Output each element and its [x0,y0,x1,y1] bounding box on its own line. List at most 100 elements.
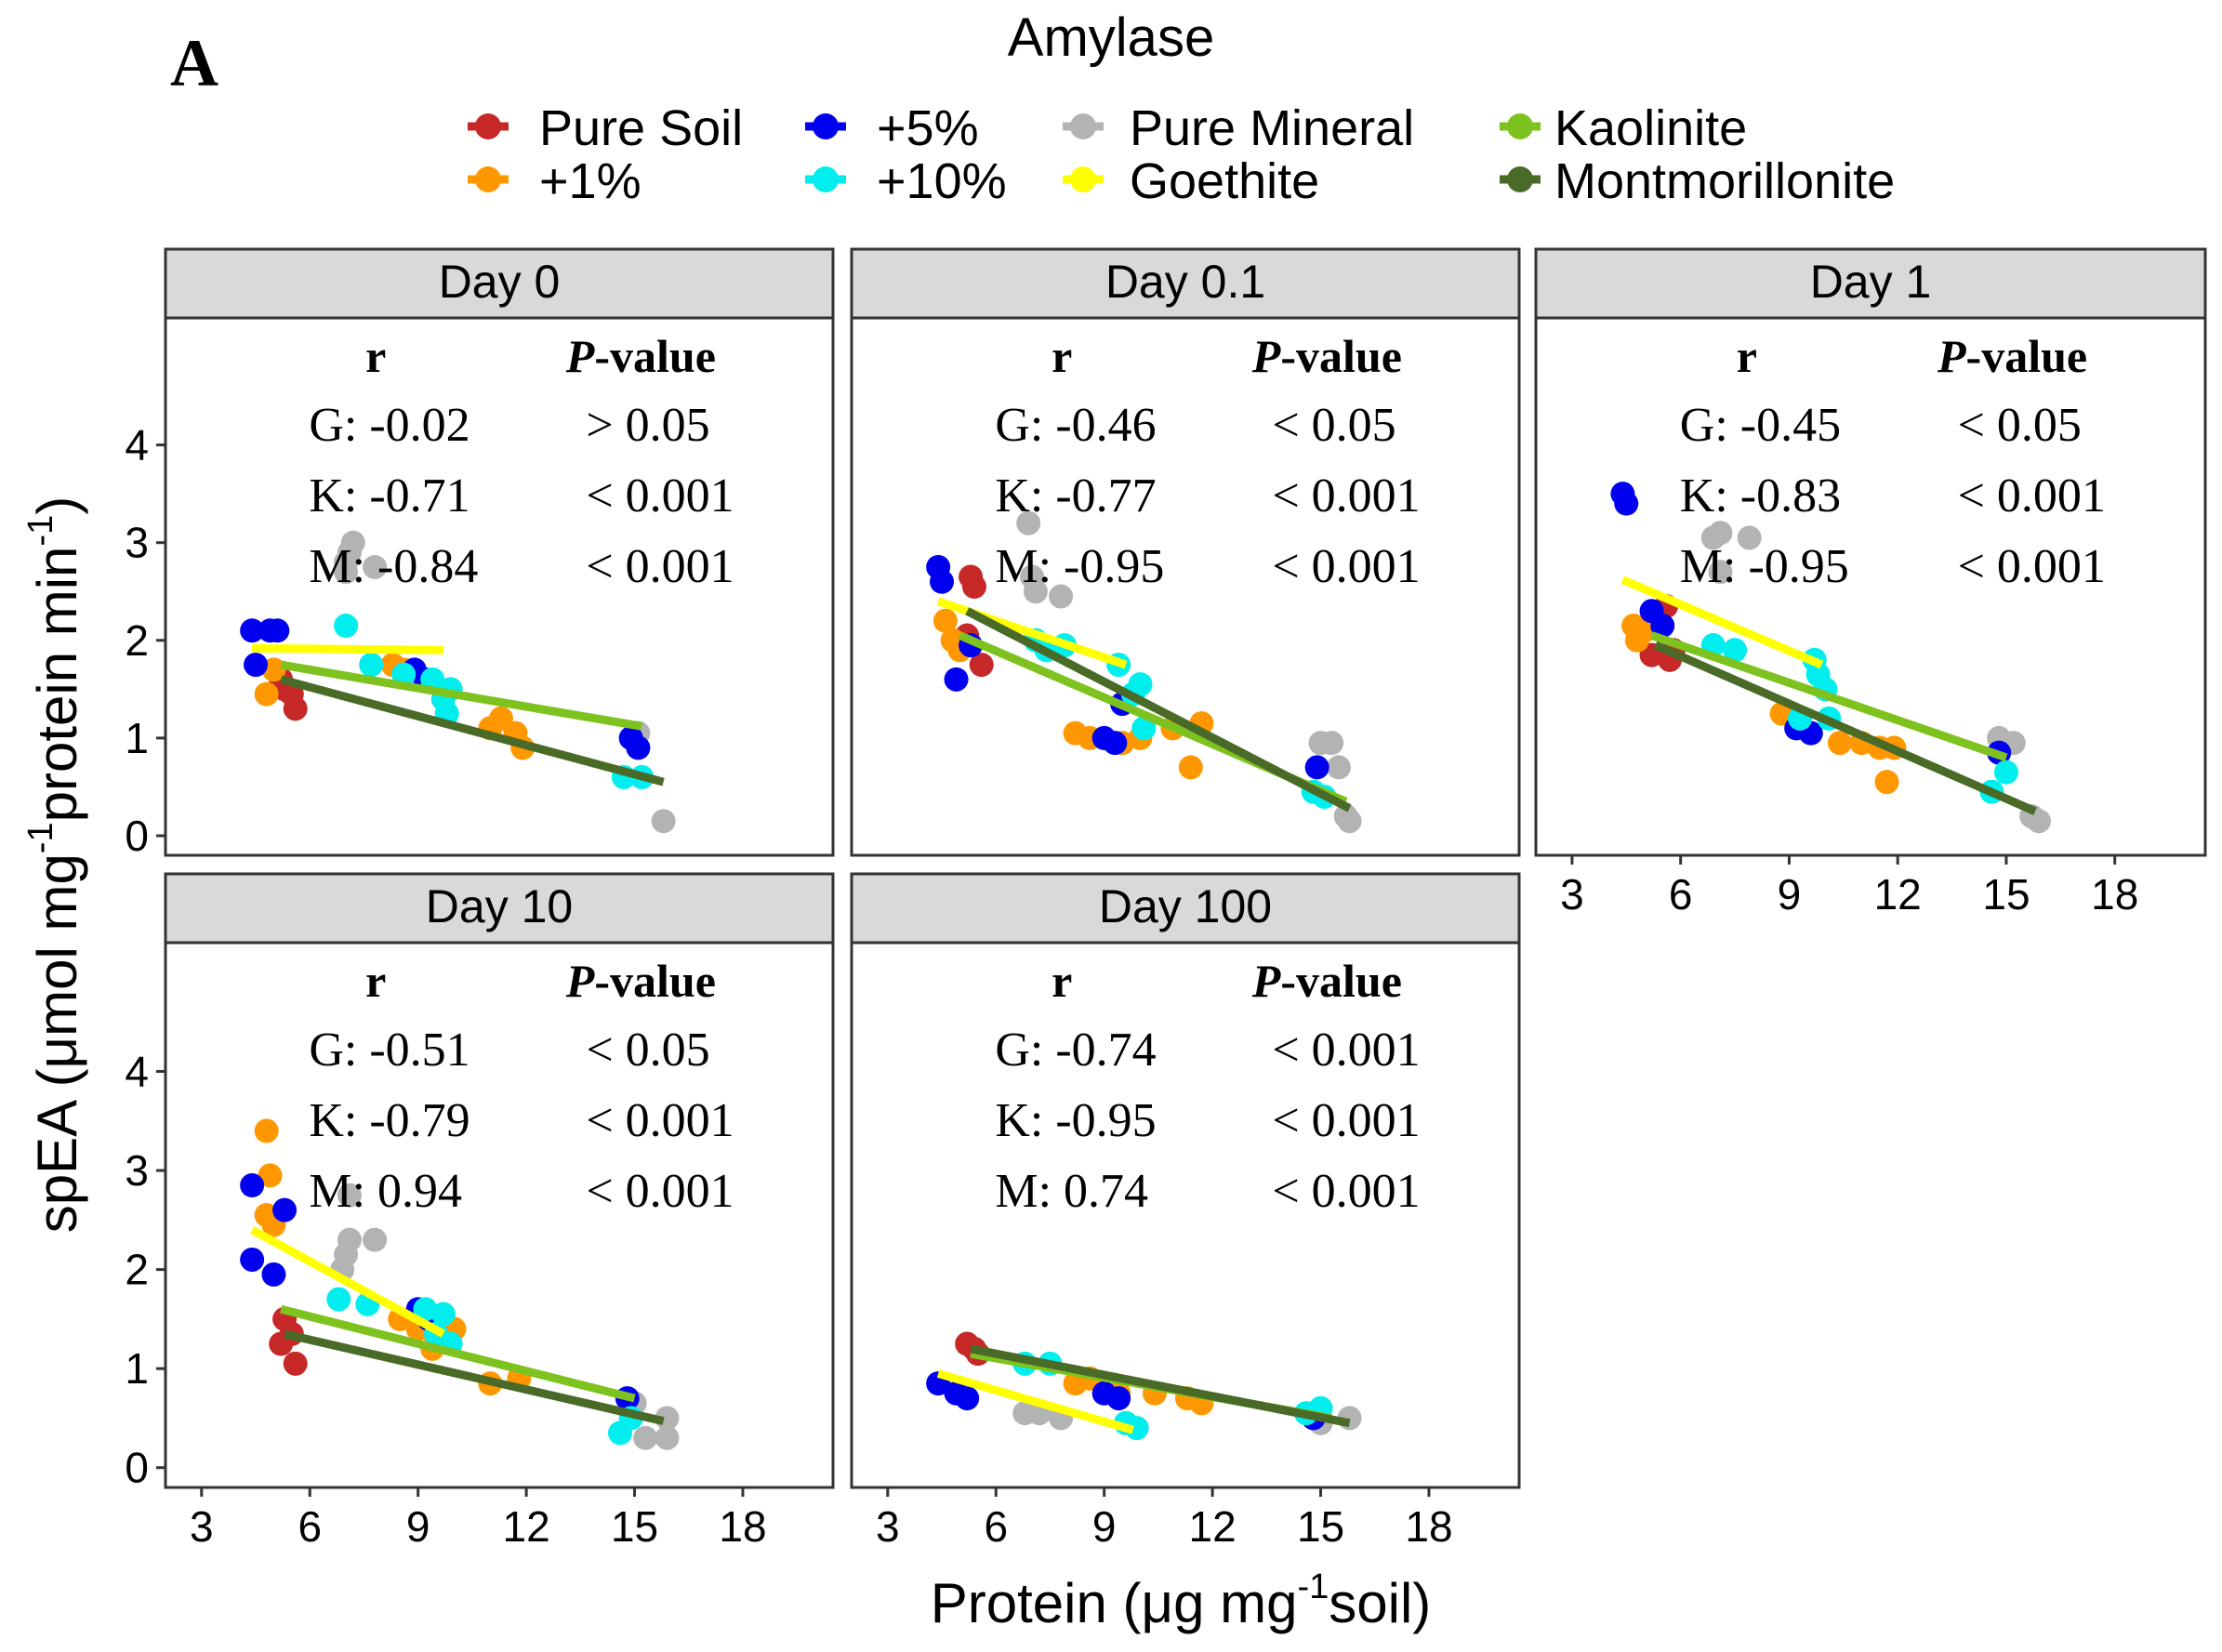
point-p5 [930,569,955,594]
point-p5 [955,1386,980,1411]
y-tick-label: 1 [125,1344,149,1393]
point-mineral [363,1227,388,1252]
stats-header-r: r [365,955,386,1007]
legend-label: Kaolinite [1554,100,1747,156]
legend-point-key [813,166,839,192]
point-mineral [337,1183,362,1208]
point-mineral [633,1425,658,1450]
x-axis-title-sup: -1 [1297,1567,1329,1606]
stats-header-p-italic: P [1251,330,1281,382]
legend-label: +10% [877,153,1007,209]
fit-line-K [280,1304,636,1403]
legend-item-1: +1% [468,153,641,209]
x-tick-label: 9 [406,1502,430,1551]
point-mineral [1049,584,1074,609]
plot-content [240,530,676,834]
stats-p-3: < 0.001 [586,1165,734,1218]
x-tick-label: 15 [1297,1502,1344,1551]
fit-line-M [284,1329,665,1425]
x-axis-title: Protein (μg mg-1soil) [931,1567,1432,1634]
panel-strip [164,247,835,320]
panel-strip-label: Day 100 [1099,880,1272,932]
stats-p-3: < 0.001 [1272,540,1420,593]
plot-content [926,1331,1362,1441]
stats-header-r: r [1051,330,1072,382]
stats-header-r: r [1051,955,1072,1007]
point-p5 [1103,731,1128,756]
point-p5 [240,1173,265,1198]
fit-line-M [280,675,665,786]
point-p5 [1614,491,1639,516]
point-p5 [272,1197,298,1222]
legend-item-montmorillonite: Montmorillonite [1500,153,1895,209]
x-tick-label: 6 [984,1502,1008,1551]
x-axis-title-tail: soil) [1329,1572,1431,1634]
point-mineral [655,1425,680,1450]
point-p1 [254,1118,279,1143]
stats-p-3: < 0.001 [1272,1165,1420,1218]
y-axis-title-tail: ) [26,496,88,515]
fit-line-G [249,1226,445,1338]
point-p5 [944,667,969,692]
legend-label: Pure Soil [539,100,743,156]
legend-label: Goethite [1130,153,1319,209]
y-axis-title: spEA (μmol mg-1protein min-1) [21,496,88,1233]
x-tick-label: 9 [1092,1502,1117,1551]
legend-item-10: +10% [805,153,1007,209]
stats-r-2: K: -0.83 [1680,469,1841,522]
x-tick-label: 6 [298,1502,322,1551]
y-tick-label: 3 [125,519,149,567]
stats-r-2: K: -0.95 [995,1094,1156,1147]
x-tick-label: 6 [1669,870,1693,919]
point-p10 [1993,760,2018,785]
point-mineral [1023,579,1048,604]
fit-line-K [280,660,643,731]
point-p1 [932,608,958,633]
stats-header-p: P-value [1937,330,2087,382]
stats-p-1: > 0.05 [586,399,709,452]
point-mineral [2026,809,2051,834]
y-axis-title-sup1: -1 [21,822,60,853]
stats-r-3: M: 0.94 [309,1165,462,1218]
point-p5 [626,735,651,760]
legend: Pure Soil +5% Pure Mineral Kaolinite +1% +10%… [468,100,1895,209]
fit-line-M [1653,641,2037,815]
stats-header-p-rest: -value [1280,330,1402,382]
legend-point-key [1070,166,1096,192]
point-p1 [1874,770,1899,795]
panel-letter: A [170,26,218,100]
stats-header-p-rest: -value [1966,330,2088,382]
point-p1 [1178,755,1203,780]
point-p10 [359,653,384,678]
legend-item-5: +5% [805,100,979,156]
y-tick-label: 0 [125,812,149,860]
y-tick-label: 2 [125,1246,149,1294]
stats-p-2: < 0.001 [1272,1094,1420,1147]
legend-item-goethite: Goethite [1063,153,1319,209]
x-tick-label: 15 [1982,870,2030,919]
fit-line-M [970,1344,1351,1428]
x-tick-label: 3 [190,1502,214,1551]
stats-p-1: < 0.05 [1958,399,2082,452]
stats-header-p-rest: -value [594,330,716,382]
panel-day-100: Day 100 r P-value G: -0.74 < 0.001 K: -0.95 < … [850,872,1521,1551]
legend-label: Montmorillonite [1554,153,1895,209]
point-p5 [244,653,269,678]
point-mineral [363,554,388,579]
stats-p-1: < 0.05 [1272,399,1395,452]
panel-strip-label: Day 0.1 [1105,256,1265,308]
point-soil [283,696,308,721]
stats-header-p: P-value [1251,955,1402,1007]
plot-content [926,510,1362,834]
legend-point-key [475,113,501,139]
x-tick-label: 12 [503,1502,550,1551]
plot-area [164,316,835,857]
point-p5 [1650,614,1675,639]
point-p5 [261,1262,286,1287]
point-soil [969,653,994,678]
point-p5 [240,1247,265,1272]
stats-header-p: P-value [565,330,716,382]
stats-r-3: M: -0.95 [995,540,1164,593]
y-tick-label: 0 [125,1444,149,1492]
stats-r-1: G: -0.51 [309,1024,470,1077]
